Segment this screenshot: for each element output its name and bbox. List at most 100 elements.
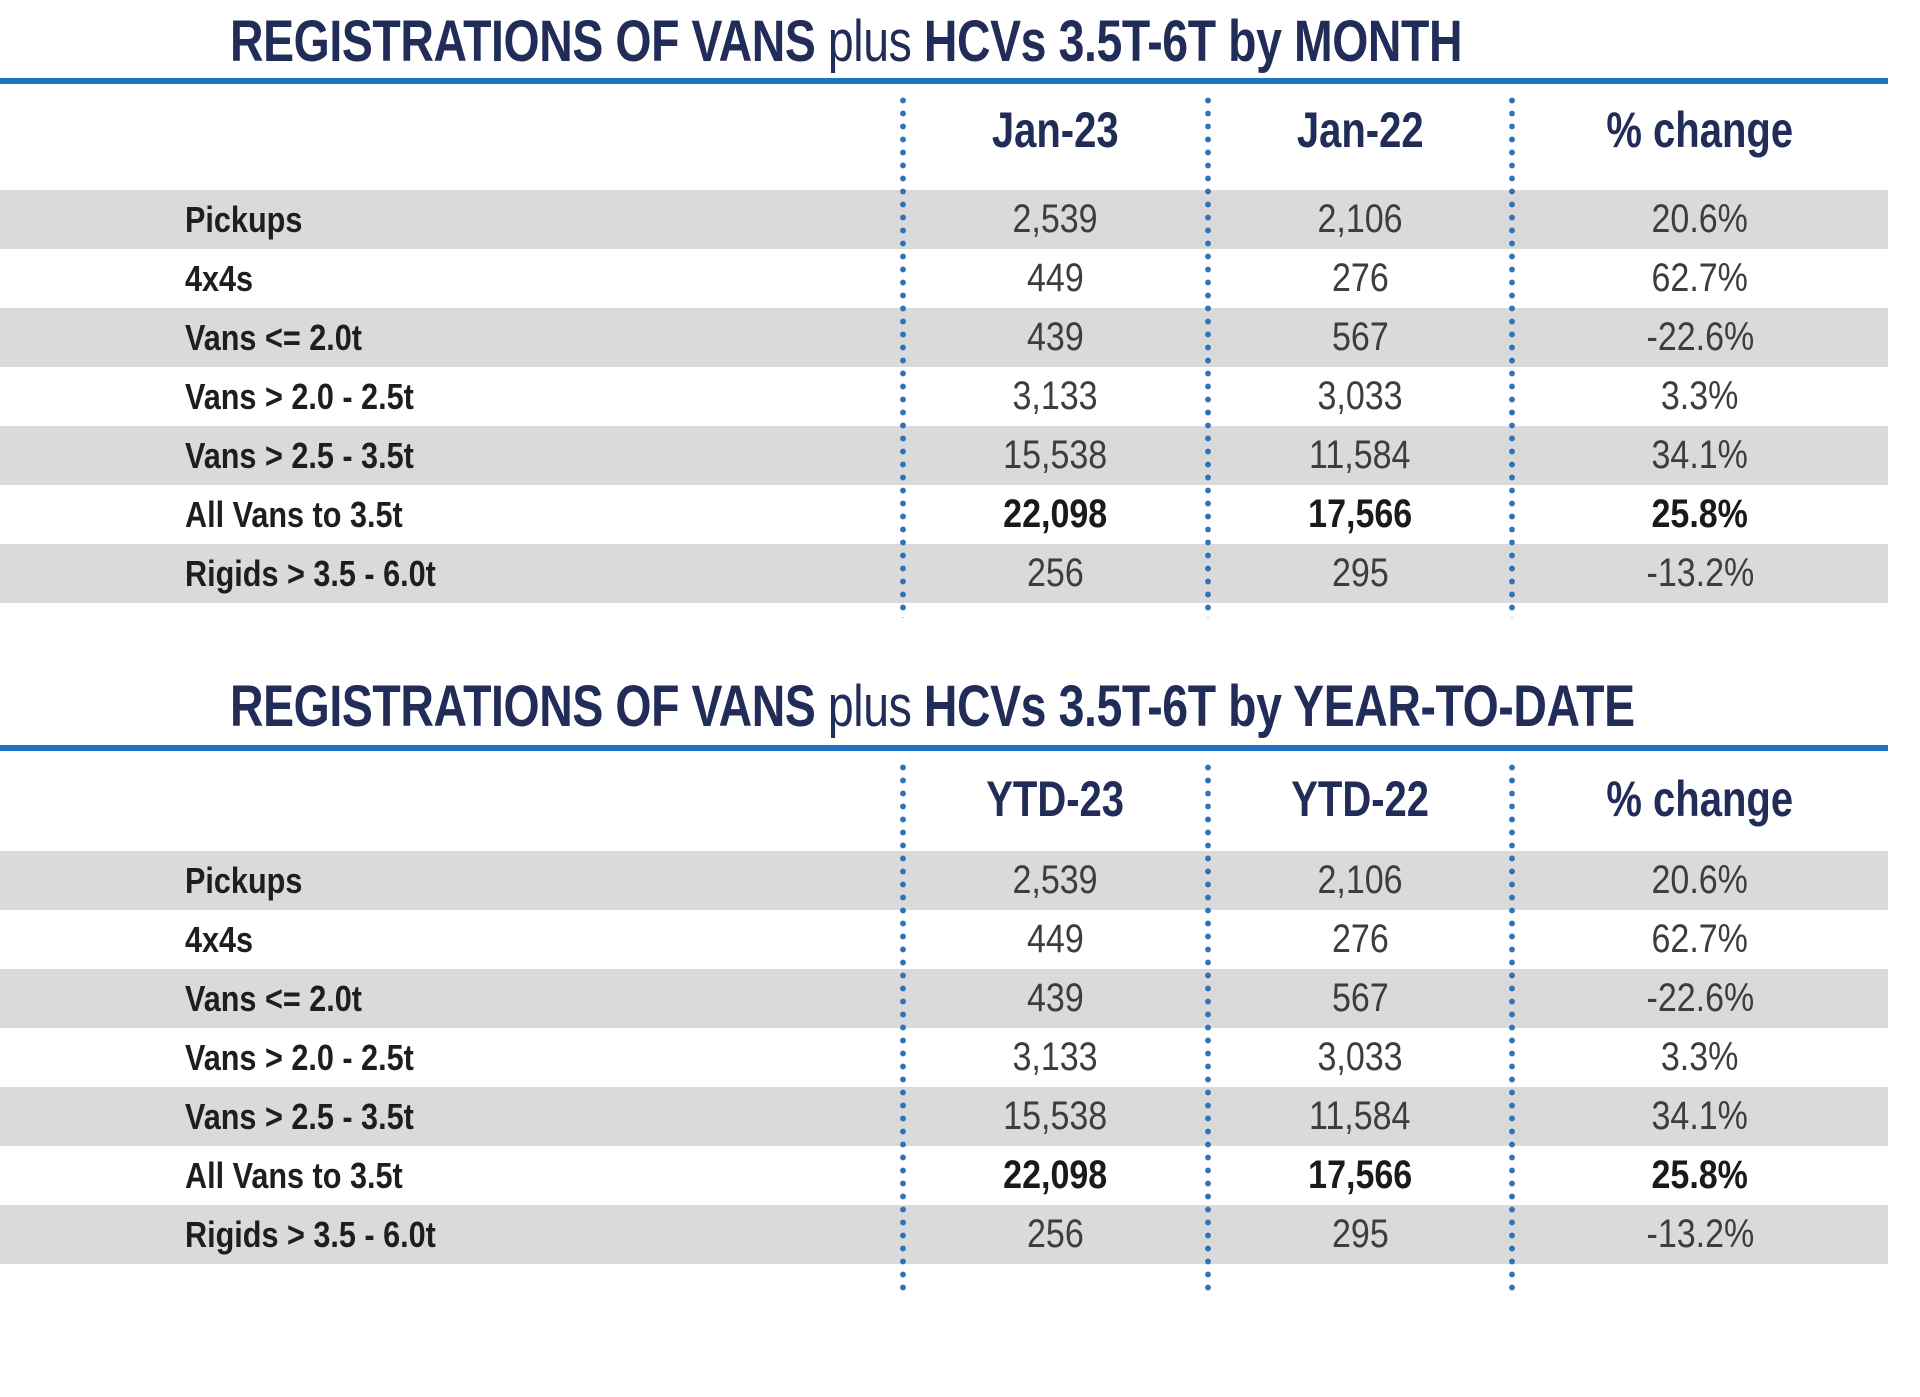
value-text: 15,538: [1003, 1094, 1108, 1138]
pct-text: 34.1%: [1651, 433, 1749, 477]
value-cell: 3,033: [1208, 374, 1512, 419]
column-header-row: Jan-23 Jan-22 % change: [0, 84, 1888, 176]
table-row: Vans > 2.5 - 3.5t 15,538 11,584 34.1%: [0, 426, 1888, 485]
pct-change-cell: -22.6%: [1512, 976, 1888, 1021]
value-text: 567: [1331, 976, 1389, 1020]
row-label-text: 4x4s: [185, 257, 254, 299]
pct-change-cell: 25.8%: [1512, 1153, 1888, 1198]
row-label: Vans > 2.5 - 3.5t: [0, 435, 903, 477]
table-row-total: All Vans to 3.5t 22,098 17,566 25.8%: [0, 1146, 1888, 1205]
column-header-label: % change: [1606, 770, 1794, 827]
value-text: 256: [1027, 551, 1084, 595]
pct-change-cell: 20.6%: [1512, 858, 1888, 903]
value-cell: 439: [903, 315, 1208, 360]
pct-text: 20.6%: [1651, 858, 1749, 902]
table-row: Vans > 2.0 - 2.5t 3,133 3,033 3.3%: [0, 367, 1888, 426]
row-label-text: Pickups: [185, 859, 303, 901]
title-underline-rule: [0, 78, 1888, 84]
value-text: 3,133: [1012, 1035, 1099, 1079]
value-text: 567: [1331, 315, 1389, 359]
pct-change-cell: -22.6%: [1512, 315, 1888, 360]
pct-text: 3.3%: [1661, 1035, 1739, 1079]
column-header-pct-change: % change: [1512, 101, 1888, 159]
value-cell: 256: [903, 551, 1208, 596]
dotted-column-separator: [1205, 761, 1211, 1291]
value-text: 22,098: [1003, 1153, 1108, 1197]
pct-text: 3.3%: [1661, 374, 1739, 418]
table-body: Pickups 2,539 2,106 20.6% 4x4s 449 276 6…: [0, 851, 1888, 1264]
column-header-jan23: Jan-23: [903, 101, 1208, 159]
row-label-text: Rigids > 3.5 - 6.0t: [185, 1213, 436, 1255]
column-header-jan22: Jan-22: [1208, 101, 1512, 159]
title-bold-segment: REGISTRATIONS OF VANS: [230, 674, 816, 739]
pct-text: 20.6%: [1651, 197, 1749, 241]
pct-text: -13.2%: [1646, 1212, 1754, 1256]
value-text: 11,584: [1309, 1094, 1411, 1138]
value-text: 439: [1027, 315, 1084, 359]
value-text: 276: [1331, 917, 1389, 961]
value-text: 449: [1027, 256, 1084, 300]
row-label: Vans > 2.5 - 3.5t: [0, 1096, 903, 1138]
value-cell: 439: [903, 976, 1208, 1021]
row-label: 4x4s: [0, 919, 903, 961]
pct-change-cell: 34.1%: [1512, 433, 1888, 478]
value-cell: 3,133: [903, 374, 1208, 419]
dotted-column-separator: [1205, 94, 1211, 618]
title-underline-rule: [0, 745, 1888, 751]
pct-change-cell: 3.3%: [1512, 1035, 1888, 1080]
value-cell: 15,538: [903, 433, 1208, 478]
value-text: 256: [1027, 1212, 1084, 1256]
value-text: 3,133: [1012, 374, 1099, 418]
column-header-label: YTD-22: [1291, 770, 1429, 827]
value-text: 2,106: [1317, 197, 1403, 241]
pct-text: 25.8%: [1651, 1153, 1749, 1197]
row-label-text: Pickups: [185, 198, 303, 240]
row-label: Rigids > 3.5 - 6.0t: [0, 1214, 903, 1256]
row-label: Rigids > 3.5 - 6.0t: [0, 553, 903, 595]
table-row: 4x4s 449 276 62.7%: [0, 910, 1888, 969]
table-row: Vans > 2.5 - 3.5t 15,538 11,584 34.1%: [0, 1087, 1888, 1146]
dotted-column-separator: [900, 761, 906, 1291]
value-text: 17,566: [1308, 492, 1412, 536]
table-row: Vans > 2.0 - 2.5t 3,133 3,033 3.3%: [0, 1028, 1888, 1087]
row-label-text: Vans <= 2.0t: [185, 977, 362, 1019]
row-label-text: Vans <= 2.0t: [185, 316, 362, 358]
pct-change-cell: -13.2%: [1512, 551, 1888, 596]
row-label-text: All Vans to 3.5t: [185, 493, 403, 535]
value-text: 2,539: [1012, 197, 1099, 241]
value-text: 439: [1027, 976, 1084, 1020]
row-label: All Vans to 3.5t: [0, 1155, 903, 1197]
pct-text: 62.7%: [1651, 256, 1749, 300]
table-row: Pickups 2,539 2,106 20.6%: [0, 190, 1888, 249]
value-text: 295: [1331, 551, 1389, 595]
value-cell: 11,584: [1208, 433, 1512, 478]
table-row: Vans <= 2.0t 439 567 -22.6%: [0, 969, 1888, 1028]
pct-change-cell: 62.7%: [1512, 917, 1888, 962]
pct-change-cell: 34.1%: [1512, 1094, 1888, 1139]
row-label: Vans > 2.0 - 2.5t: [0, 376, 903, 418]
value-text: 276: [1331, 256, 1389, 300]
value-cell: 295: [1208, 1212, 1512, 1257]
value-text: 15,538: [1003, 433, 1108, 477]
pct-change-cell: 3.3%: [1512, 374, 1888, 419]
pct-change-cell: 62.7%: [1512, 256, 1888, 301]
title-bold-segment: REGISTRATIONS OF VANS: [230, 9, 816, 74]
column-header-pct-change: % change: [1512, 770, 1888, 828]
pct-text: 62.7%: [1651, 917, 1749, 961]
value-cell: 3,033: [1208, 1035, 1512, 1080]
value-cell: 2,106: [1208, 858, 1512, 903]
pct-change-cell: 20.6%: [1512, 197, 1888, 242]
value-cell: 567: [1208, 315, 1512, 360]
row-label: Vans > 2.0 - 2.5t: [0, 1037, 903, 1079]
row-label: All Vans to 3.5t: [0, 494, 903, 536]
title-light-segment: plus: [827, 674, 912, 739]
dotted-column-separator: [900, 94, 906, 618]
value-cell: 449: [903, 917, 1208, 962]
title-light-segment: plus: [827, 9, 912, 74]
value-text: 11,584: [1309, 433, 1411, 477]
row-label-text: Vans > 2.0 - 2.5t: [185, 375, 414, 417]
value-cell: 2,539: [903, 197, 1208, 242]
row-label-text: Vans > 2.0 - 2.5t: [185, 1036, 414, 1078]
